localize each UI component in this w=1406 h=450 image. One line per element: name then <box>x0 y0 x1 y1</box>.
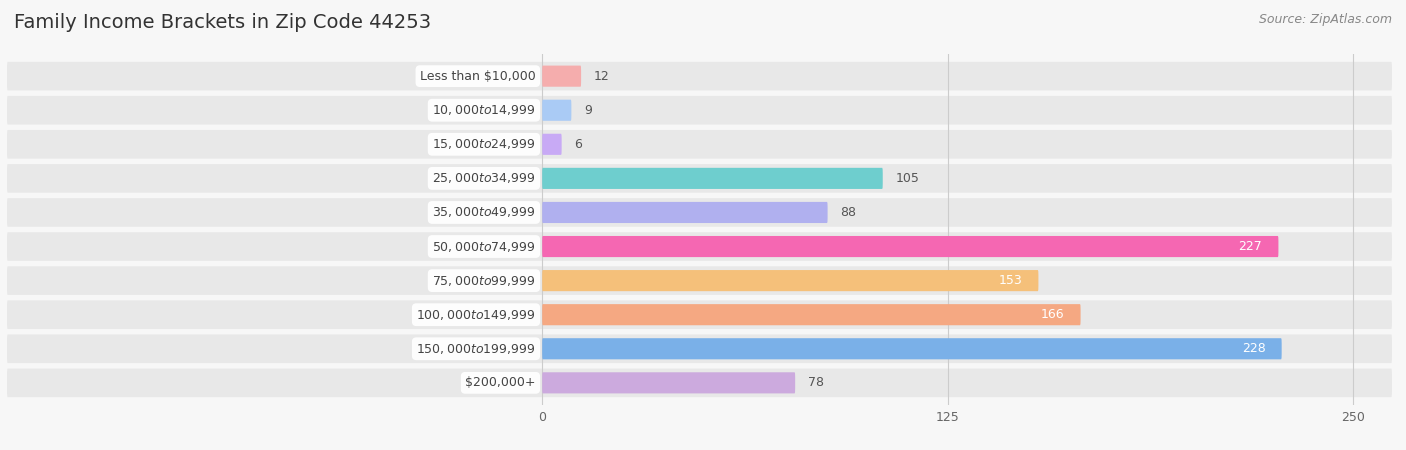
FancyBboxPatch shape <box>7 232 1392 261</box>
Text: Family Income Brackets in Zip Code 44253: Family Income Brackets in Zip Code 44253 <box>14 14 432 32</box>
Text: Less than $10,000: Less than $10,000 <box>420 70 536 83</box>
FancyBboxPatch shape <box>543 304 1081 325</box>
Text: 9: 9 <box>585 104 592 117</box>
FancyBboxPatch shape <box>7 198 1392 227</box>
FancyBboxPatch shape <box>7 266 1392 295</box>
FancyBboxPatch shape <box>543 372 796 393</box>
Text: $75,000 to $99,999: $75,000 to $99,999 <box>432 274 536 288</box>
FancyBboxPatch shape <box>7 130 1392 158</box>
Text: $100,000 to $149,999: $100,000 to $149,999 <box>416 308 536 322</box>
Text: 6: 6 <box>575 138 582 151</box>
FancyBboxPatch shape <box>543 134 561 155</box>
Text: $25,000 to $34,999: $25,000 to $34,999 <box>432 171 536 185</box>
FancyBboxPatch shape <box>7 96 1392 125</box>
FancyBboxPatch shape <box>543 270 1039 291</box>
Text: $35,000 to $49,999: $35,000 to $49,999 <box>432 206 536 220</box>
FancyBboxPatch shape <box>543 66 581 87</box>
Text: $150,000 to $199,999: $150,000 to $199,999 <box>416 342 536 356</box>
Text: $200,000+: $200,000+ <box>465 376 536 389</box>
Text: 105: 105 <box>896 172 920 185</box>
FancyBboxPatch shape <box>543 236 1278 257</box>
Text: 166: 166 <box>1040 308 1064 321</box>
FancyBboxPatch shape <box>7 369 1392 397</box>
Text: $10,000 to $14,999: $10,000 to $14,999 <box>432 103 536 117</box>
Text: $50,000 to $74,999: $50,000 to $74,999 <box>432 239 536 253</box>
FancyBboxPatch shape <box>543 338 1282 360</box>
Text: 228: 228 <box>1241 342 1265 355</box>
FancyBboxPatch shape <box>543 99 571 121</box>
Text: $15,000 to $24,999: $15,000 to $24,999 <box>432 137 536 151</box>
Text: 227: 227 <box>1239 240 1263 253</box>
FancyBboxPatch shape <box>7 301 1392 329</box>
FancyBboxPatch shape <box>7 164 1392 193</box>
Text: Source: ZipAtlas.com: Source: ZipAtlas.com <box>1258 14 1392 27</box>
Text: 153: 153 <box>998 274 1022 287</box>
Text: 88: 88 <box>841 206 856 219</box>
FancyBboxPatch shape <box>543 168 883 189</box>
FancyBboxPatch shape <box>7 62 1392 90</box>
Text: 12: 12 <box>595 70 610 83</box>
FancyBboxPatch shape <box>7 334 1392 363</box>
FancyBboxPatch shape <box>543 202 828 223</box>
Text: 78: 78 <box>808 376 824 389</box>
